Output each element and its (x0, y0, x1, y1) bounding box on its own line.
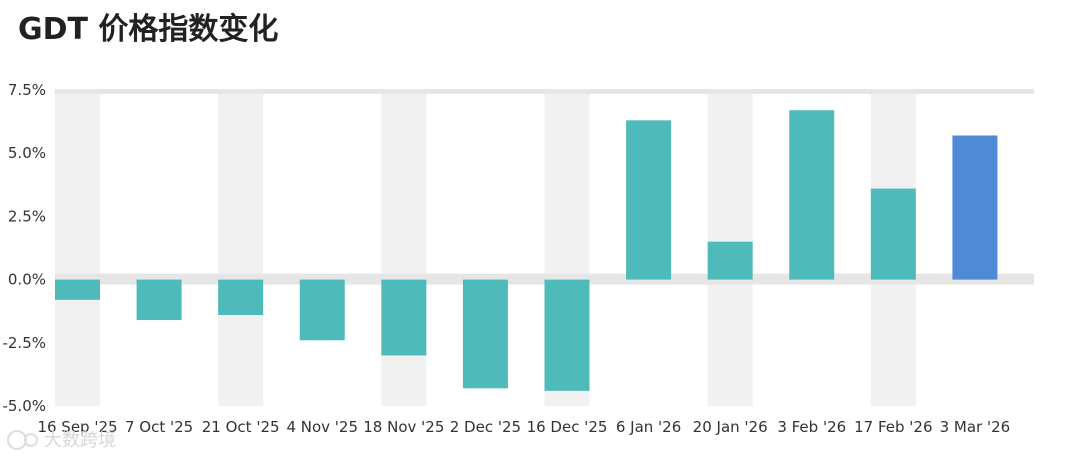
y-tick-label: 2.5% (8, 207, 46, 225)
axis-layer: 7.5% 5.0% 2.5% 0.0% -2.5% -5.0% 16 Sep '25 7 Oc… (2, 81, 1010, 436)
watermark-logo-dot-icon (24, 433, 38, 447)
page-title: GDT 价格指数变化 (18, 12, 279, 47)
watermark-layer: 大数跨境 (7, 430, 116, 451)
watermark-logo-icon (7, 430, 27, 450)
bar[interactable] (299, 279, 345, 341)
x-tick-label: 18 Nov '25 (363, 418, 444, 436)
x-tick-label: 21 Oct '25 (202, 418, 280, 436)
bar[interactable] (544, 279, 590, 391)
x-tick-label: 7 Oct '25 (125, 418, 193, 436)
x-tick-label: 20 Jan '26 (693, 418, 768, 436)
x-tick-label: 4 Nov '25 (286, 418, 358, 436)
top-gridline-band (55, 89, 1034, 94)
bar[interactable] (55, 279, 100, 300)
column-band (218, 90, 264, 406)
x-tick-label: 16 Dec '25 (527, 418, 608, 436)
bar[interactable] (626, 120, 672, 280)
watermark-text: 大数跨境 (44, 430, 116, 451)
column-band (55, 90, 100, 406)
bar[interactable] (789, 110, 835, 280)
column-band (381, 90, 427, 406)
bar-series-layer (55, 110, 998, 391)
y-tick-label: 7.5% (8, 81, 46, 99)
zero-line-band (55, 273, 1034, 285)
x-tick-label: 3 Feb '26 (777, 418, 846, 436)
bar[interactable] (870, 188, 916, 280)
bar[interactable] (462, 279, 508, 389)
bar[interactable] (707, 241, 753, 280)
bar[interactable] (381, 279, 427, 356)
y-tick-label: 0.0% (8, 271, 46, 289)
x-tick-label: 16 Sep '25 (37, 418, 117, 436)
y-tick-label: 5.0% (8, 144, 46, 162)
y-tick-label: -5.0% (2, 397, 46, 415)
x-tick-label: 17 Feb '26 (854, 418, 932, 436)
bar[interactable] (952, 135, 998, 280)
y-tick-label: -2.5% (2, 334, 46, 352)
bar[interactable] (218, 279, 264, 315)
x-tick-label: 2 Dec '25 (450, 418, 521, 436)
x-tick-label: 3 Mar '26 (940, 418, 1011, 436)
x-tick-label: 6 Jan '26 (616, 418, 681, 436)
bar[interactable] (136, 279, 182, 321)
